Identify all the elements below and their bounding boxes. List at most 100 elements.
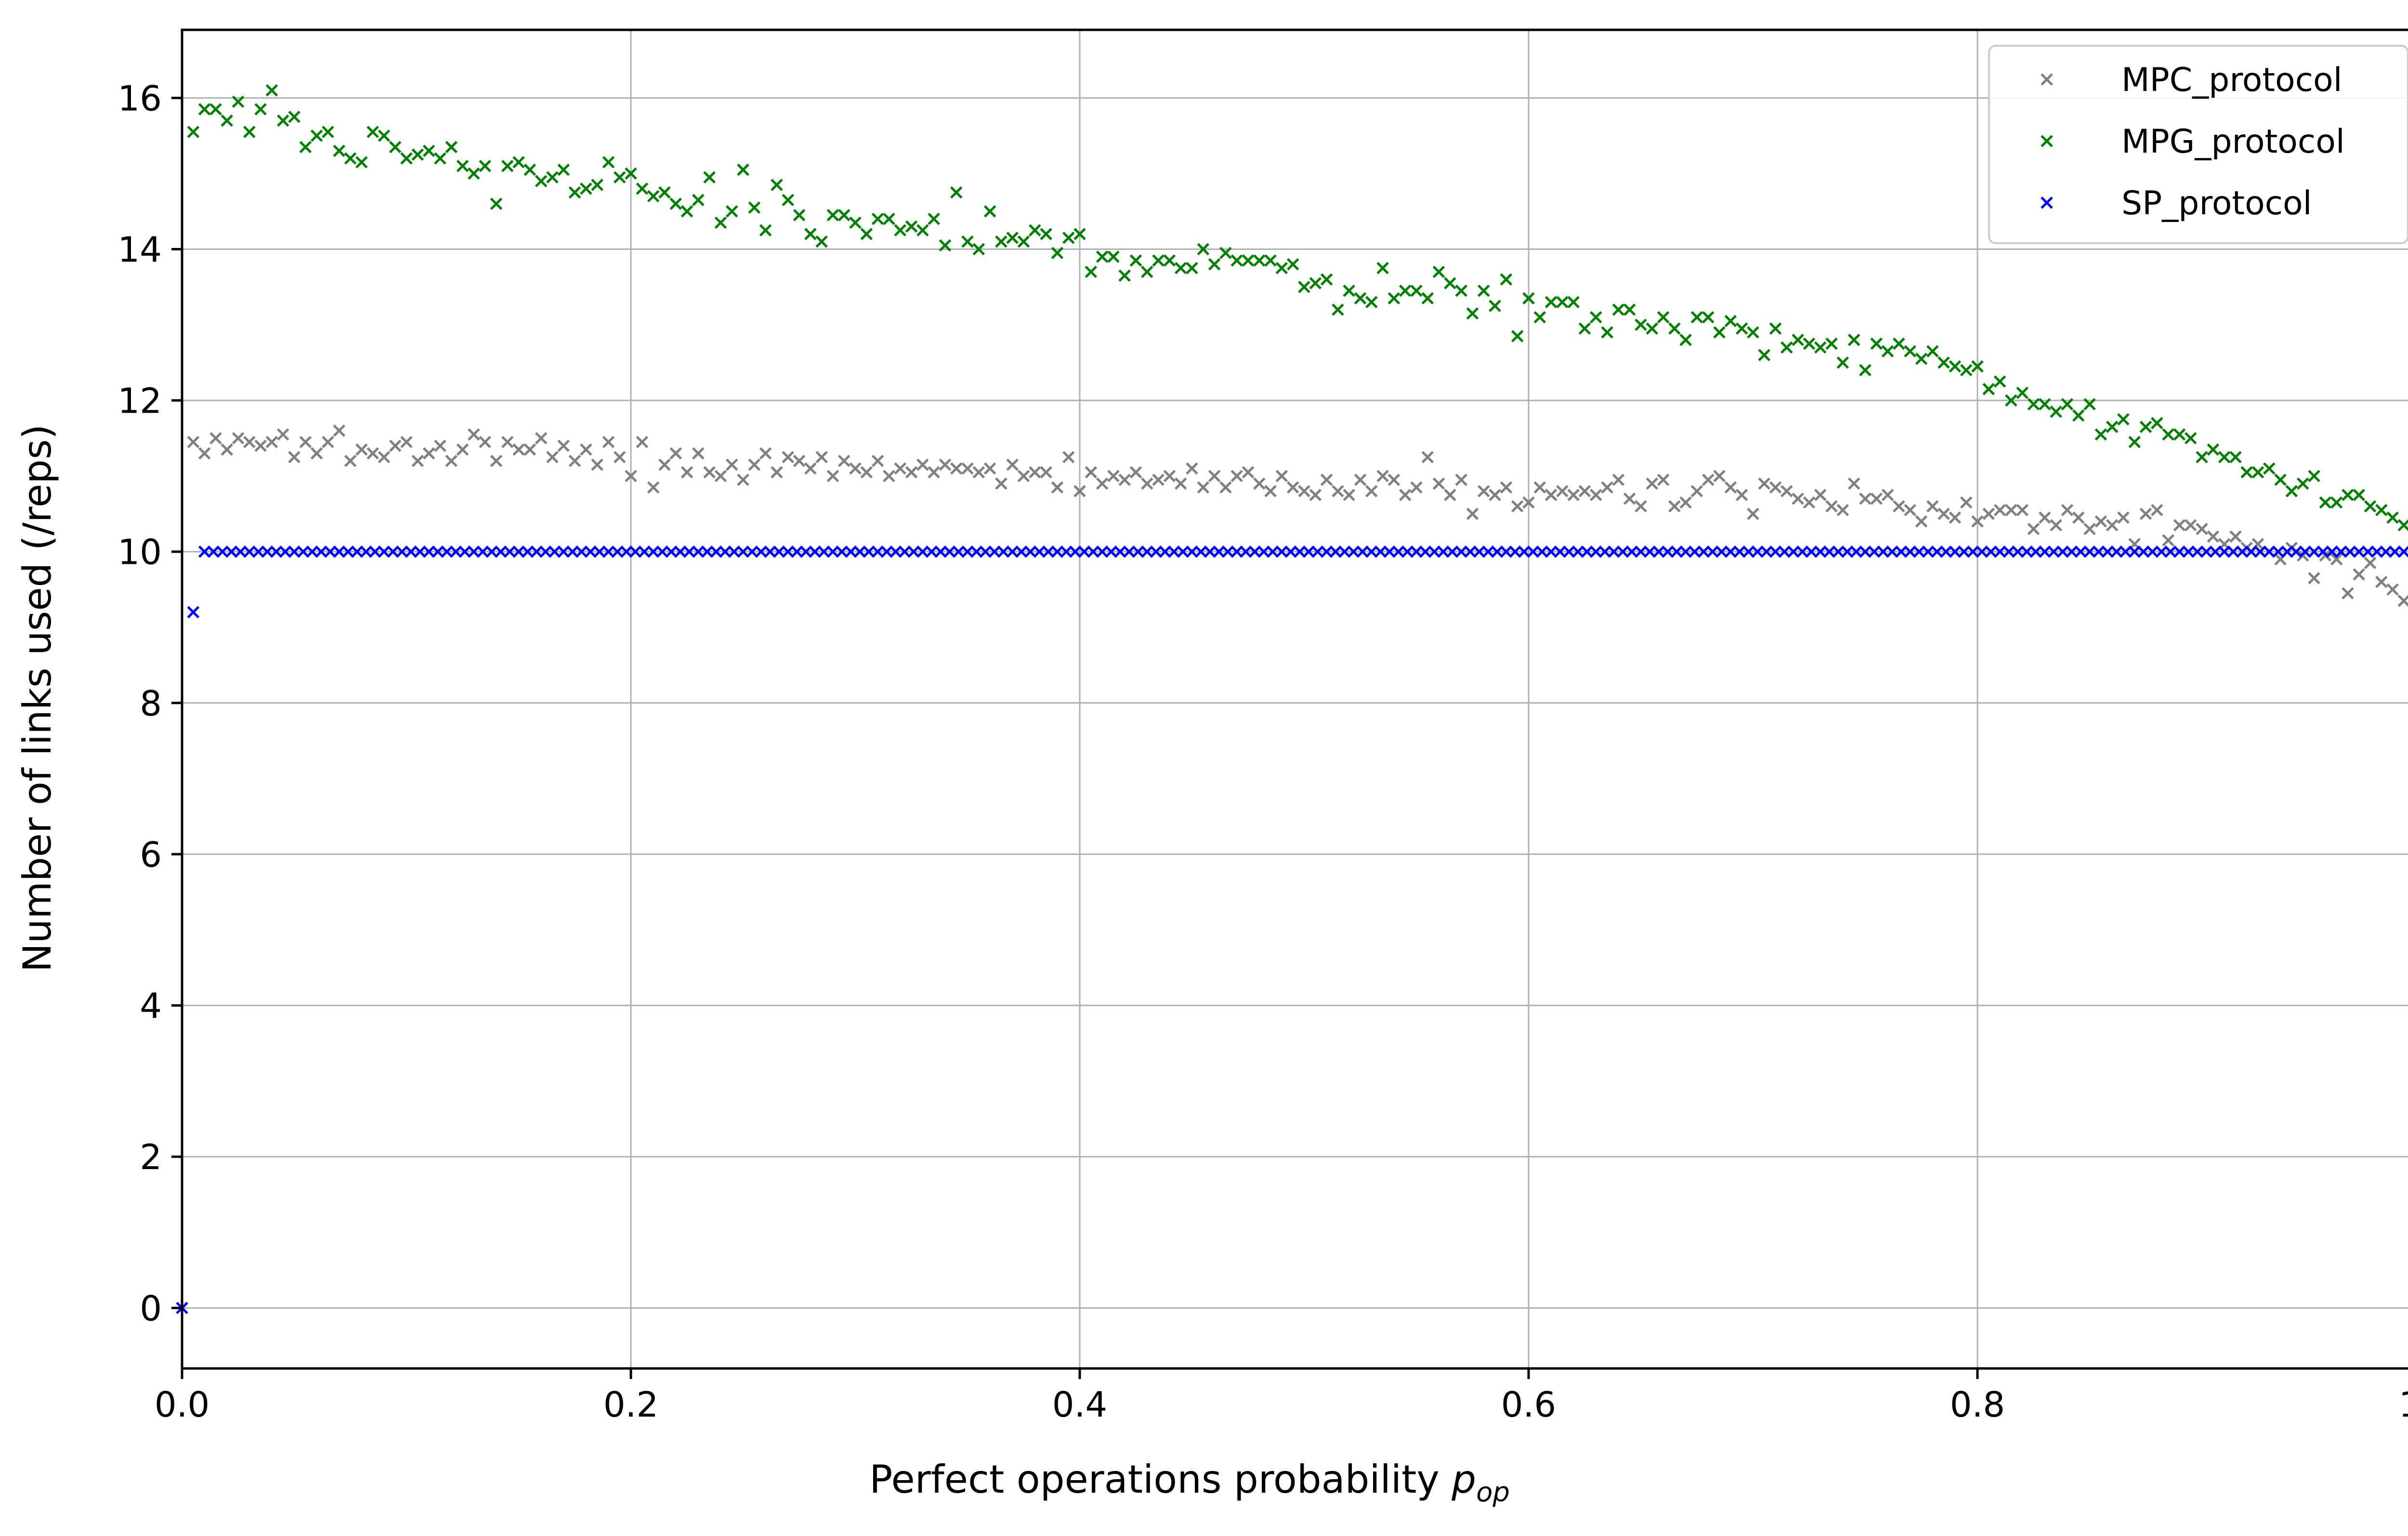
data-point	[1724, 314, 1737, 327]
y-axis-label: Number of links used (/reps)	[15, 424, 60, 972]
data-point	[1590, 545, 1602, 558]
data-point	[1868, 545, 1881, 558]
data-point	[1578, 322, 1591, 335]
data-point	[620, 545, 633, 558]
data-point	[2353, 545, 2365, 558]
data-point	[1376, 261, 1389, 274]
y-tick-label: 0	[140, 1288, 162, 1328]
data-point	[1230, 254, 1243, 267]
data-point	[1993, 545, 2006, 558]
data-point	[1105, 545, 1118, 558]
data-point	[1437, 545, 1450, 558]
data-point	[1298, 281, 1310, 293]
data-point	[501, 159, 514, 172]
data-point	[523, 443, 537, 456]
data-point	[2240, 466, 2253, 479]
x-tick-label: 0.6	[1501, 1384, 1557, 1425]
data-point	[2151, 417, 2163, 430]
data-point	[2164, 545, 2177, 558]
data-point	[1186, 545, 1198, 558]
data-point	[1284, 545, 1297, 558]
data-point	[1904, 345, 1916, 358]
data-point	[1446, 545, 1459, 558]
data-point	[1601, 481, 1613, 494]
data-point	[636, 436, 649, 448]
data-point	[1733, 545, 1746, 558]
y-tick-label: 14	[118, 229, 162, 270]
data-point	[1601, 326, 1613, 339]
data-point	[1410, 545, 1423, 558]
data-point	[1399, 285, 1412, 297]
data-point	[1958, 545, 1970, 558]
data-point	[1814, 489, 1827, 501]
data-point	[771, 466, 783, 479]
data-point	[799, 545, 812, 558]
data-point	[836, 545, 848, 558]
data-point	[2119, 545, 2132, 558]
data-point	[1612, 473, 1625, 486]
data-point	[414, 545, 426, 558]
data-point	[1167, 545, 1180, 558]
data-point	[2386, 511, 2399, 524]
data-point	[1735, 489, 1748, 501]
legend-item-sp-protocol: SP_protocol	[2041, 184, 2312, 222]
data-point	[1033, 545, 1046, 558]
data-point	[1006, 458, 1019, 471]
data-point	[764, 545, 776, 558]
data-point	[1242, 466, 1255, 479]
data-point	[288, 451, 301, 464]
data-point	[1832, 545, 1845, 558]
data-point	[1221, 545, 1234, 558]
data-point	[725, 458, 738, 471]
data-point	[1841, 545, 1854, 558]
x-axis-label-math: p	[1451, 1457, 1476, 1502]
data-point	[853, 545, 866, 558]
data-point	[1444, 489, 1456, 501]
data-point	[1688, 545, 1701, 558]
data-point	[593, 545, 606, 558]
data-point	[1087, 545, 1099, 558]
legend-box	[1988, 45, 2408, 244]
data-point	[434, 440, 446, 452]
data-point	[445, 455, 458, 468]
data-point	[1040, 466, 1052, 479]
data-point	[1219, 481, 1232, 494]
data-point	[701, 545, 714, 558]
data-point	[2343, 545, 2356, 558]
data-point	[456, 443, 469, 456]
data-point	[748, 458, 761, 471]
data-point	[1758, 477, 1771, 490]
data-point	[1859, 364, 1871, 377]
data-point	[1163, 469, 1176, 482]
data-point	[1432, 265, 1445, 278]
data-point	[2012, 545, 2024, 558]
data-point	[198, 447, 211, 460]
data-point	[1735, 322, 1748, 335]
data-point	[1489, 489, 1501, 501]
data-point	[1509, 545, 1521, 558]
data-point	[1096, 545, 1109, 558]
x-tick-label: 0.8	[1950, 1384, 2005, 1425]
data-point	[1432, 477, 1445, 490]
data-point	[1567, 296, 1580, 309]
data-point	[961, 235, 974, 248]
data-point	[1805, 545, 1818, 558]
data-point	[2106, 519, 2119, 532]
data-point	[1365, 296, 1378, 309]
data-point	[557, 440, 570, 452]
data-point	[1302, 545, 1315, 558]
data-point	[995, 477, 1008, 490]
data-point	[405, 545, 418, 558]
data-point	[2061, 504, 2074, 517]
data-point	[1792, 334, 1804, 346]
data-point	[961, 545, 974, 558]
data-point	[322, 126, 334, 138]
data-point	[647, 190, 660, 203]
data-point	[748, 201, 761, 214]
data-point	[1886, 545, 1898, 558]
data-point	[826, 469, 839, 482]
data-point	[333, 545, 345, 558]
data-point	[2342, 587, 2354, 599]
data-point	[324, 545, 337, 558]
data-point	[772, 545, 785, 558]
